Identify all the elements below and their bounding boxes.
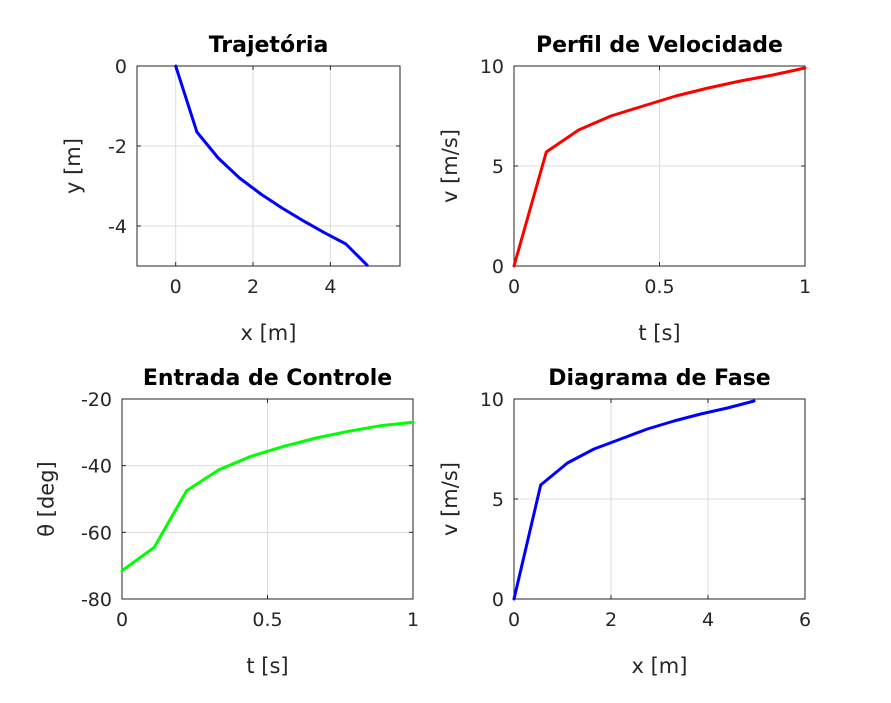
plot-area — [136, 65, 401, 267]
subplot-title: Perfil de Velocidade — [536, 33, 783, 58]
y-tick-label: 0 — [115, 56, 127, 78]
y-tick-label: -20 — [81, 389, 112, 411]
x-axis-label: t [s] — [246, 654, 288, 678]
x-tick-label: 1 — [407, 609, 419, 631]
x-tick-label: 6 — [799, 609, 811, 631]
x-axis-label: t [s] — [638, 321, 680, 345]
x-tick-label: 0 — [116, 609, 128, 631]
y-tick-label: 10 — [480, 389, 504, 411]
data-series-line — [120, 420, 415, 573]
y-tick-label: -2 — [108, 136, 127, 158]
y-axis-label: y [m] — [61, 138, 85, 194]
x-tick-label: 0 — [508, 609, 520, 631]
subplot-4: 0 2 4 6 0 5 10 Diagrama de Fase x [m] v [m/s] — [438, 366, 811, 678]
axes-frame — [136, 65, 401, 267]
y-tick-label: 5 — [492, 156, 504, 178]
subplot-title: Entrada de Controle — [143, 366, 392, 391]
x-tick-label: 2 — [247, 276, 259, 298]
y-tick-label: 0 — [492, 589, 504, 611]
data-series-line — [512, 66, 807, 268]
x-tick-label: 4 — [702, 609, 714, 631]
subplot-3: 0 0.5 1 -80 -60 -40 -20 Entrada de Controle t [s… — [35, 366, 420, 678]
x-tick-label: 4 — [324, 276, 336, 298]
subplot-title: Trajetória — [209, 33, 329, 58]
y-axis-label: v [m/s] — [438, 129, 462, 203]
y-tick-label: 5 — [492, 489, 504, 511]
x-tick-label: 0.5 — [252, 609, 282, 631]
x-axis-label: x [m] — [632, 654, 688, 678]
y-tick-label: 10 — [480, 56, 504, 78]
y-tick-label: -60 — [81, 522, 112, 544]
x-tick-label: 0 — [170, 276, 182, 298]
subplot-title: Diagrama de Fase — [548, 366, 770, 391]
subplot-1: 0 2 4 -4 -2 0 Trajetória x [m] y [m] — [61, 33, 401, 345]
y-tick-label: -40 — [81, 456, 112, 478]
y-axis-label: v [m/s] — [438, 462, 462, 536]
data-series-line — [512, 399, 756, 601]
x-tick-label: 0 — [508, 276, 520, 298]
x-tick-label: 1 — [799, 276, 811, 298]
x-tick-label: 2 — [605, 609, 617, 631]
y-tick-label: 0 — [492, 256, 504, 278]
y-tick-label: -4 — [108, 216, 127, 238]
x-axis-label: x [m] — [241, 321, 297, 345]
y-tick-label: -80 — [81, 589, 112, 611]
data-series-line — [174, 64, 369, 267]
x-tick-label: 0.5 — [644, 276, 674, 298]
y-axis-label: θ [deg] — [35, 461, 59, 537]
